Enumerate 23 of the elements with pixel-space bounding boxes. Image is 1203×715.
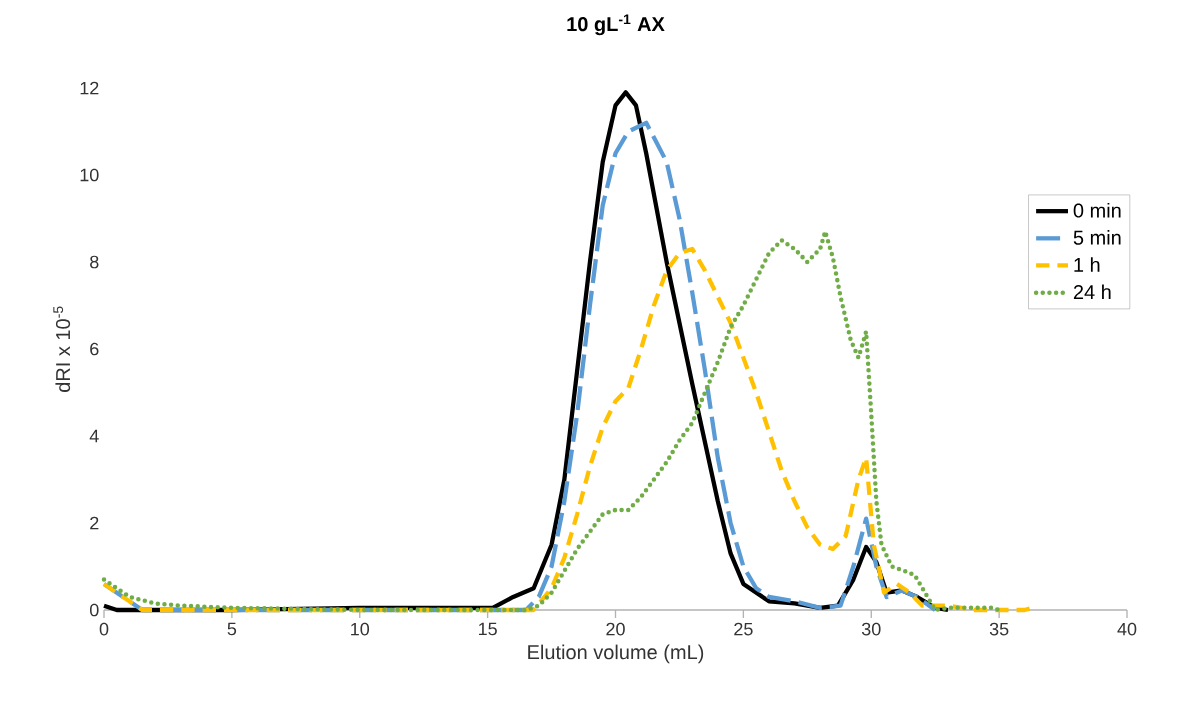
y-axis-title: dRI x 10$^{-5}$ [53, 306, 71, 392]
legend-label: 5 min [1073, 230, 1121, 245]
y-tick-label: 4 [89, 429, 99, 443]
x-tick-label: 20 [606, 622, 625, 636]
y-tick-label: 2 [90, 516, 99, 530]
legend-label: 0 min [1073, 202, 1121, 218]
x-tick-label: 15 [479, 622, 497, 636]
y-tick-label: 12 [80, 81, 99, 95]
legend-label: 1 h [1074, 257, 1100, 272]
y-tick-label: 6 [90, 342, 99, 356]
x-tick-label: 5 [227, 622, 237, 636]
x-tick-label: 10 [351, 622, 370, 636]
x-tick-label: 30 [861, 622, 881, 636]
x-tick-label: 25 [734, 622, 753, 636]
x-axis-title: Elution volume (mL) [528, 644, 704, 664]
y-tick-label: 10 [80, 168, 99, 182]
x-tick-label: 40 [1117, 622, 1137, 636]
x-tick-label: 35 [989, 622, 1009, 636]
y-tick-label: 0 [89, 603, 99, 617]
legend-label: 24 h [1073, 284, 1111, 299]
chart-title: 10 gL$^{-1}$ AX [567, 14, 665, 36]
y-tick-label: 8 [90, 255, 99, 269]
x-tick-label: 0 [99, 622, 109, 636]
